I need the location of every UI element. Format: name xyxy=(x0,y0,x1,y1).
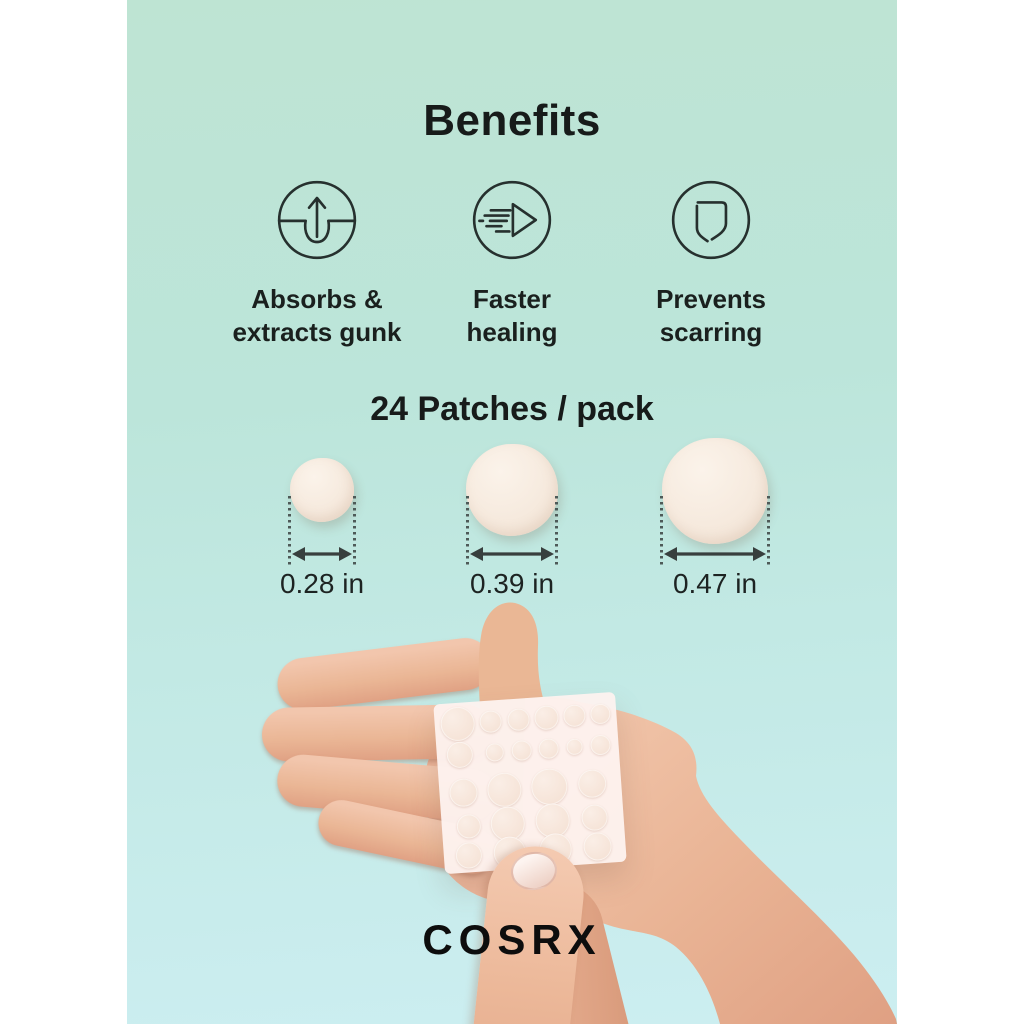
measure-arrow-icon xyxy=(470,547,554,561)
benefit-label: Prevents scarring xyxy=(591,283,831,349)
fast-healing-arrow-icon xyxy=(472,180,552,260)
patch-dot xyxy=(533,704,560,731)
hand-finger xyxy=(274,635,495,713)
patch-size-medium: 0.39 in xyxy=(402,432,622,608)
brand-logo: COSRX xyxy=(422,916,602,963)
benefit-absorbs: Absorbs & extracts gunk xyxy=(197,176,437,349)
patch-size-circle-large xyxy=(662,438,768,544)
measure-dotted-line xyxy=(288,496,291,568)
patch-size-small: 0.28 in xyxy=(212,432,432,608)
patch-dot xyxy=(577,768,608,799)
patch-dot xyxy=(439,705,476,743)
measure-dotted-line xyxy=(660,496,663,568)
patch-dot xyxy=(562,703,587,728)
patch-dot xyxy=(445,740,474,769)
patch-dot xyxy=(530,767,569,806)
patch-dot xyxy=(478,709,503,734)
patch-dot xyxy=(485,742,505,762)
benefit-label-line: extracts gunk xyxy=(232,317,402,347)
product-infographic: Benefits Absorbs & extracts gunk Faster … xyxy=(127,0,897,1024)
measure-arrow-icon xyxy=(664,547,766,561)
shield-icon xyxy=(671,180,751,260)
patch-dot xyxy=(589,734,612,756)
benefit-label: Absorbs & extracts gunk xyxy=(197,283,437,349)
measure-dotted-line xyxy=(767,496,770,568)
patch-dot xyxy=(582,831,613,862)
patch-dot xyxy=(456,813,482,840)
benefit-label: Faster healing xyxy=(392,283,632,349)
patch-dot xyxy=(537,737,560,760)
patch-dot xyxy=(589,703,612,725)
patch-size-large: 0.47 in xyxy=(605,432,825,608)
size-label-medium: 0.39 in xyxy=(469,568,555,599)
patch-dot xyxy=(566,738,584,756)
benefit-healing: Faster healing xyxy=(392,176,632,349)
benefit-label-line: Faster xyxy=(472,284,552,314)
patch-size-circle-medium xyxy=(466,444,558,536)
size-label-large: 0.47 in xyxy=(672,568,758,599)
benefit-label-line: scarring xyxy=(659,317,763,347)
size-label-small: 0.28 in xyxy=(279,568,365,599)
measure-dotted-line xyxy=(353,496,356,568)
patch-dot xyxy=(448,777,479,808)
benefit-label-line: Absorbs & xyxy=(251,284,383,314)
patch-size-circle-small xyxy=(290,458,354,522)
measure-arrow-icon xyxy=(292,547,352,561)
patch-dot xyxy=(580,803,609,832)
patch-dot xyxy=(486,771,523,808)
pack-heading: 24 Patches / pack xyxy=(370,390,654,428)
patch-dot xyxy=(511,739,533,762)
benefits-title: Benefits xyxy=(423,96,601,145)
patch-dot xyxy=(455,841,483,870)
benefit-label-line: healing xyxy=(466,317,558,347)
measure-dotted-line xyxy=(555,496,558,568)
patch-dot xyxy=(506,707,531,732)
measure-dotted-line xyxy=(466,496,469,568)
benefit-scarring: Prevents scarring xyxy=(591,176,831,349)
benefit-label-line: Prevents xyxy=(656,284,766,314)
extract-gunk-icon xyxy=(277,180,357,260)
